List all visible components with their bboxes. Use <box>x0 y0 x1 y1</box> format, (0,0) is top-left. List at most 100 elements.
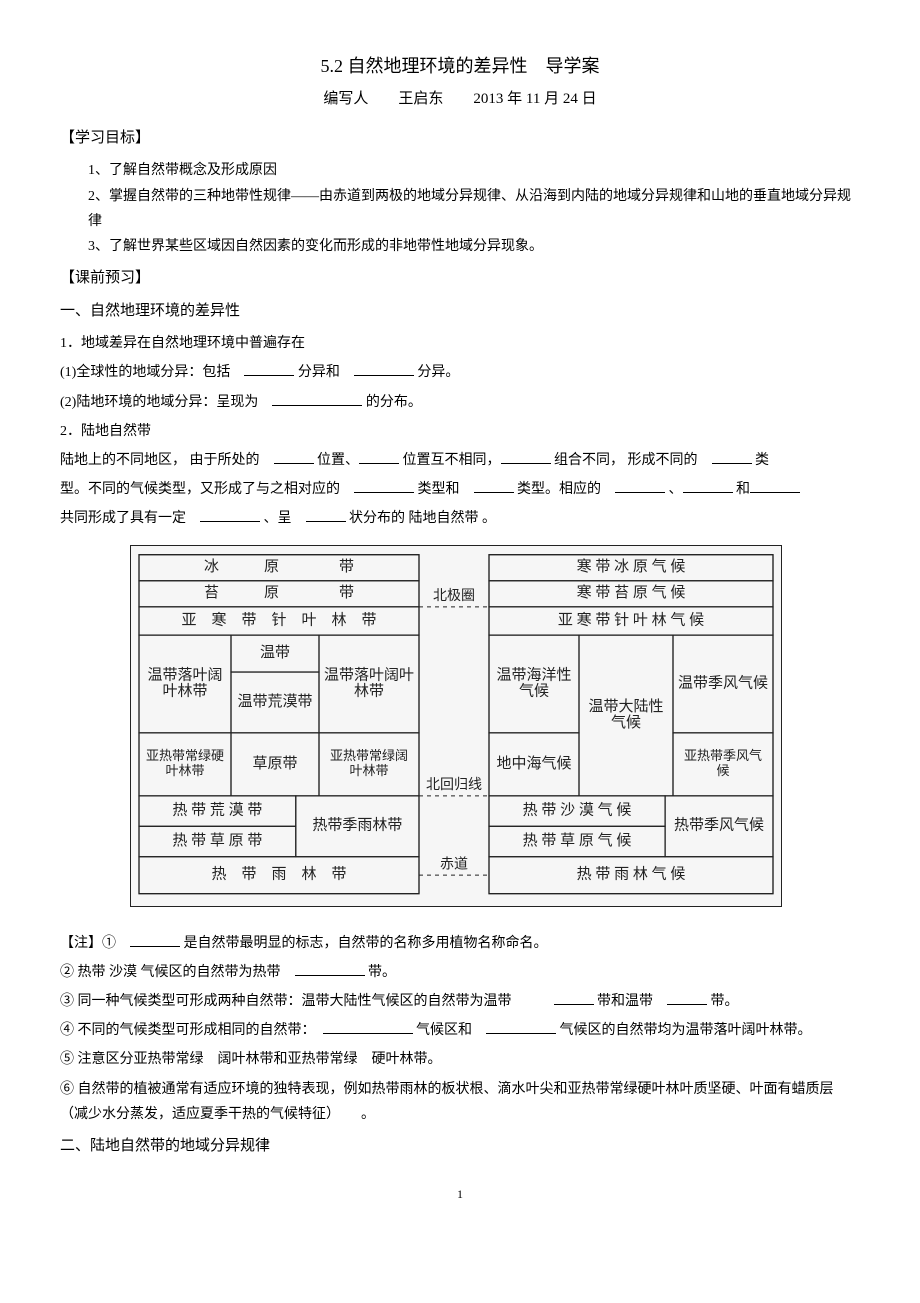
blank <box>474 478 514 493</box>
blank <box>274 449 314 464</box>
page-number: 1 <box>60 1184 860 1206</box>
svg-text:温带荒漠带: 温带荒漠带 <box>237 693 312 710</box>
note-1: 【注】① 是自然带最明显的标志，自然带的名称多用植物名称命名。 <box>60 931 860 956</box>
svg-text:亚 寒 带 针 叶 林 带: 亚 寒 带 针 叶 林 带 <box>181 611 376 629</box>
objective-2: 2、掌握自然带的三种地带性规律——由赤道到两极的地域分异规律、从沿海到内陆的地域… <box>88 184 860 234</box>
p1a-pre: (1)全球性的地域分异：包括 <box>60 365 244 380</box>
t: 带。 <box>368 965 396 980</box>
svg-text:赤道: 赤道 <box>440 857 468 873</box>
svg-text:热 带 荒 漠 带: 热 带 荒 漠 带 <box>172 802 262 819</box>
zone-svg: 冰 原 带苔 原 带亚 寒 带 针 叶 林 带温带落叶阔叶林带 温带温带荒漠带 温带… <box>131 546 781 906</box>
t: 、 <box>669 482 683 497</box>
svg-text:气候: 气候 <box>611 714 641 731</box>
t: 和 <box>736 482 750 497</box>
blank <box>244 361 294 376</box>
t: 型。不同的气候类型，又形成了与之相对应的 <box>60 482 354 497</box>
svg-text:热 带 草 原 带: 热 带 草 原 带 <box>172 832 262 849</box>
svg-text:亚 寒 带 针 叶 林 气 候: 亚 寒 带 针 叶 林 气 候 <box>558 611 704 629</box>
t: ② 热带 沙漠 气候区的自然带为热带 <box>60 965 295 980</box>
svg-text:林带: 林带 <box>354 683 384 700</box>
t: ③ 同一种气候类型可形成两种自然带：温带大陆性气候区的自然带为温带 <box>60 994 526 1009</box>
p1a: (1)全球性的地域分异：包括 分异和 分异。 <box>60 360 860 385</box>
note-3: ③ 同一种气候类型可形成两种自然带：温带大陆性气候区的自然带为温带 带和温带 带… <box>60 989 860 1014</box>
blank <box>486 1019 556 1034</box>
blank <box>130 932 180 947</box>
blank <box>200 507 260 522</box>
blank <box>323 1019 413 1034</box>
svg-text:气候: 气候 <box>519 683 549 700</box>
blank <box>354 478 414 493</box>
doc-title: 5.2 自然地理环境的差异性 导学案 <box>60 50 860 82</box>
svg-text:热 带 沙 漠 气 候: 热 带 沙 漠 气 候 <box>523 802 632 819</box>
t: 陆地上的不同地区， 由于所处的 <box>60 453 274 468</box>
t: 气候区和 <box>416 1023 486 1038</box>
svg-text:热带季风气候: 热带季风气候 <box>674 817 764 834</box>
svg-text:热 带 草 原 气 候: 热 带 草 原 气 候 <box>523 832 632 849</box>
svg-text:亚热带季风气: 亚热带季风气 <box>684 748 762 763</box>
note-2: ② 热带 沙漠 气候区的自然带为热带 带。 <box>60 960 860 985</box>
blank <box>501 449 551 464</box>
svg-text:热带季雨林带: 热带季雨林带 <box>312 817 402 834</box>
svg-text:北回归线: 北回归线 <box>426 777 482 794</box>
t: 共同形成了具有一定 <box>60 511 200 526</box>
blank <box>359 449 399 464</box>
p2a: 陆地上的不同地区， 由于所处的 位置、 位置互不相同， 组合不同， 形成不同的 … <box>60 448 860 473</box>
svg-text:寒 带 苔 原 气 候: 寒 带 苔 原 气 候 <box>577 584 686 602</box>
t: 类 <box>755 453 769 468</box>
svg-text:温带: 温带 <box>260 644 290 661</box>
t: 气候区的自然带均为温带落叶阔叶林带。 <box>560 1023 812 1038</box>
t: 位置互不相同， <box>403 453 501 468</box>
p1: 1．地域差异在自然地理环境中普遍存在 <box>60 331 860 356</box>
climate-zone-diagram: 冰 原 带苔 原 带亚 寒 带 针 叶 林 带温带落叶阔叶林带 温带温带荒漠带 温带… <box>130 545 860 916</box>
p1a-mid: 分异和 <box>298 365 354 380</box>
svg-text:冰 原 带: 冰 原 带 <box>204 559 354 576</box>
blank <box>712 449 752 464</box>
svg-text:温带海洋性: 温带海洋性 <box>496 667 571 684</box>
svg-text:热 带 雨 林 气 候: 热 带 雨 林 气 候 <box>577 866 686 883</box>
svg-text:北极圈: 北极圈 <box>433 589 475 605</box>
t: 类型。相应的 <box>517 482 615 497</box>
p1b-pre: (2)陆地环境的地域分异：呈现为 <box>60 395 272 410</box>
objective-1: 1、了解自然带概念及形成原因 <box>88 158 860 183</box>
blank <box>354 361 414 376</box>
objective-3: 3、了解世界某些区域因自然因素的变化而形成的非地带性地域分异现象。 <box>88 234 860 259</box>
t: 、呈 <box>264 511 306 526</box>
t: ④ 不同的气候类型可形成相同的自然带： <box>60 1023 323 1038</box>
svg-text:叶林带: 叶林带 <box>162 683 207 700</box>
blank <box>615 478 665 493</box>
p2c: 共同形成了具有一定 、呈 状分布的 陆地自然带 。 <box>60 506 860 531</box>
blank <box>272 391 362 406</box>
p1b: (2)陆地环境的地域分异：呈现为 的分布。 <box>60 390 860 415</box>
t: 【注】① <box>60 936 130 951</box>
blank <box>295 961 365 976</box>
svg-text:寒 带 冰 原 气 候: 寒 带 冰 原 气 候 <box>577 558 686 576</box>
svg-text:草原带: 草原带 <box>252 755 297 772</box>
note-6: ⑥ 自然带的植被通常有适应环境的独特表现，例如热带雨林的板状根、滴水叶尖和亚热带… <box>60 1077 860 1127</box>
svg-text:苔 原 带: 苔 原 带 <box>204 585 354 602</box>
section-preview: 【课前预习】 <box>60 265 860 292</box>
svg-text:温带季风气候: 温带季风气候 <box>678 675 768 692</box>
blank <box>667 990 707 1005</box>
svg-text:温带大陆性: 温带大陆性 <box>588 698 663 715</box>
note-4: ④ 不同的气候类型可形成相同的自然带： 气候区和 气候区的自然带均为温带落叶阔叶… <box>60 1018 860 1043</box>
blank <box>554 990 594 1005</box>
svg-text:温带落叶阔叶: 温带落叶阔叶 <box>324 667 414 684</box>
svg-text:热 带 雨 林 带: 热 带 雨 林 带 <box>211 866 346 883</box>
svg-text:地中海气候: 地中海气候 <box>496 755 571 772</box>
t: 带和温带 <box>597 994 667 1009</box>
heading-2: 二、陆地自然带的地域分异规律 <box>60 1133 860 1160</box>
svg-text:亚热带常绿硬: 亚热带常绿硬 <box>146 748 224 763</box>
blank <box>750 478 800 493</box>
heading-1: 一、自然地理环境的差异性 <box>60 298 860 325</box>
t: 类型和 <box>418 482 474 497</box>
t: 组合不同， 形成不同的 <box>554 453 712 468</box>
section-objectives: 【学习目标】 <box>60 125 860 152</box>
blank <box>683 478 733 493</box>
svg-text:叶林带: 叶林带 <box>349 763 388 778</box>
svg-text:亚热带常绿阔: 亚热带常绿阔 <box>330 748 408 763</box>
blank <box>306 507 346 522</box>
note-5: ⑤ 注意区分亚热带常绿 阔叶林带和亚热带常绿 硬叶林带。 <box>60 1047 860 1072</box>
t: 带。 <box>711 994 739 1009</box>
svg-text:候: 候 <box>716 763 729 778</box>
svg-text:叶林带: 叶林带 <box>165 763 204 778</box>
